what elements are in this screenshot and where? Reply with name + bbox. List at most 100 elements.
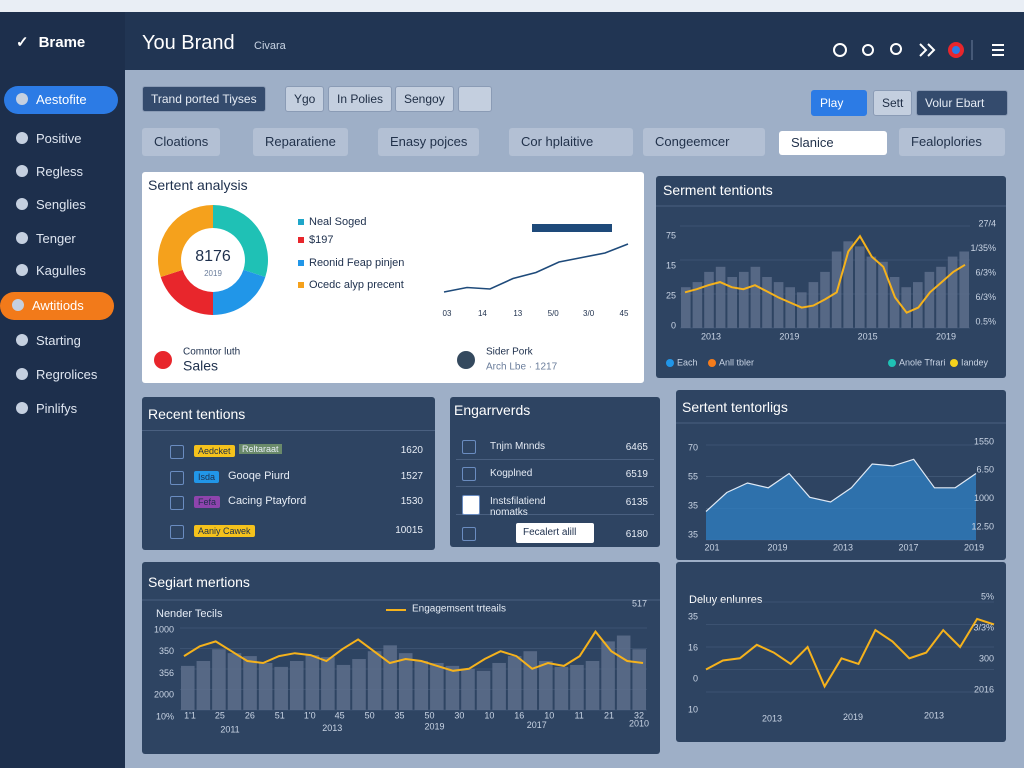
legend-swatch — [298, 219, 304, 225]
x-tick-label: 2013 — [762, 713, 782, 723]
row-value: 10015 — [395, 525, 423, 536]
bar — [947, 256, 958, 328]
x-tick-label: 45 — [620, 309, 629, 318]
toolbar-button[interactable]: Ygo — [285, 86, 325, 112]
y2-tick-label: 300 — [979, 653, 994, 663]
legend-label: Iandey — [961, 357, 989, 367]
nav-item[interactable]: Awtitiods — [0, 292, 114, 320]
icon[interactable] — [919, 43, 936, 57]
legend-swatch — [708, 359, 716, 367]
filter-chip[interactable]: Cloations — [142, 128, 221, 156]
x-tick-label: 201 — [704, 542, 719, 552]
donut-segment — [213, 205, 268, 277]
menu-icon[interactable] — [992, 44, 1004, 56]
bar — [398, 653, 413, 710]
dropdown — [516, 523, 594, 543]
nav-item[interactable]: Pinlifys — [4, 395, 118, 423]
y-tick-label: 35 — [688, 611, 698, 621]
icon[interactable] — [862, 44, 874, 56]
bar — [632, 649, 646, 710]
bar — [430, 662, 444, 710]
toolbar-button[interactable]: In Polies — [328, 86, 393, 112]
bar — [843, 241, 853, 328]
area-fill — [706, 459, 976, 540]
row-value: 1530 — [400, 496, 423, 507]
toolbar-button[interactable]: Sett — [873, 90, 913, 116]
legend-label: $197 — [309, 234, 333, 246]
checkbox — [462, 527, 476, 541]
y-tick-label: 0 — [671, 320, 676, 330]
legend-label: Engagemsent trteails — [412, 604, 506, 615]
data-line — [705, 617, 995, 689]
divider — [142, 430, 435, 431]
x-tick-label: 2019 — [843, 712, 863, 722]
bar — [274, 666, 288, 710]
play-button[interactable]: Play — [811, 90, 867, 116]
legend-swatch — [888, 359, 896, 367]
daily-panel — [676, 562, 1006, 742]
x-tick-label: 51 — [275, 710, 285, 720]
icon[interactable] — [890, 43, 902, 55]
y-tick-label: 25 — [666, 290, 676, 300]
nav-item[interactable]: Starting — [4, 327, 118, 355]
nav-item[interactable]: Kagulles — [4, 257, 118, 285]
mentions-chart: Nender Tecils Engagemsent trteails 517 1000… — [142, 598, 660, 734]
x-tick-label: 2019 — [936, 331, 956, 341]
y-tick-label: 35 — [688, 529, 698, 539]
toolbar-button[interactable]: Trand ported Tiyses — [142, 86, 266, 112]
bar — [585, 661, 600, 710]
bar — [936, 266, 946, 328]
bar — [336, 664, 351, 710]
legend-label: Neal Soged — [309, 216, 367, 228]
person-role: Arch Lbe · 1217 — [486, 362, 558, 373]
bar — [785, 287, 795, 328]
engagement-rows: Tnjm Mnnds 6465 Kogplned 6519 Instsfilatiend… — [450, 397, 660, 547]
person-role: Sales — [183, 358, 218, 374]
bar — [692, 282, 703, 328]
filter-chip[interactable]: Fealoplories — [899, 128, 1005, 156]
checkbox — [462, 495, 480, 515]
icon[interactable] — [833, 43, 847, 57]
filter-chip[interactable]: Enasy pojces — [378, 128, 480, 156]
filter-chip[interactable]: Congeemcer — [643, 128, 765, 156]
panel-title: Segiart mertions — [148, 574, 250, 590]
x-tick-label: 03 — [443, 309, 452, 318]
y2-tick-label: 5% — [981, 591, 994, 601]
legend-label: Anll tbler — [719, 357, 754, 367]
nav-item[interactable]: Tenger — [4, 225, 118, 253]
toolbar-button[interactable]: Sengoy — [395, 86, 454, 112]
bar — [367, 651, 382, 710]
nav-label: Positive — [36, 131, 82, 146]
toolbar-icon-button[interactable] — [458, 86, 492, 112]
nav-item[interactable]: Regrolices — [4, 361, 118, 389]
legend-label: Anole Tfrari — [899, 357, 945, 367]
nav-item[interactable]: Positive — [4, 125, 118, 153]
x-tick-label: 10 — [484, 710, 494, 720]
x-tick-label: 45 — [335, 710, 345, 720]
y2-tick-label: 6/3% — [975, 292, 996, 302]
x-tick-label: 11 — [574, 710, 583, 720]
toolbar-button[interactable]: Volur Ebart — [916, 90, 1008, 116]
person-name: Comntor luth — [183, 347, 240, 358]
nav-item[interactable]: Senglies — [4, 191, 118, 219]
data-line — [705, 458, 977, 512]
legend-label: Ocedc alyp precent — [309, 279, 404, 291]
bar — [901, 287, 911, 328]
filter-chip[interactable]: Reparatiene — [253, 128, 348, 156]
legend-swatch — [666, 359, 674, 367]
search-input[interactable]: Slanice — [779, 131, 887, 155]
y-tick-label: 70 — [688, 442, 698, 452]
nav-item[interactable]: Aestofite — [4, 86, 118, 114]
y-tick-label: 16 — [688, 642, 698, 652]
bar — [855, 246, 865, 328]
x-tick-label: 35 — [395, 710, 405, 720]
legend-swatch — [298, 282, 304, 288]
sentiment-charts: 8176 2019 Neal Soged $197 Reonid Feap pinjen… — [154, 205, 629, 374]
x-tick-label: 14 — [478, 309, 487, 318]
y-tick-label: 1000 — [154, 624, 174, 634]
row-value: 6465 — [625, 442, 648, 453]
row-value: 6519 — [625, 469, 648, 480]
nav-item[interactable]: Regless — [4, 158, 118, 186]
filter-chip[interactable]: Cor hplaitive — [509, 128, 633, 156]
bar — [739, 271, 749, 328]
